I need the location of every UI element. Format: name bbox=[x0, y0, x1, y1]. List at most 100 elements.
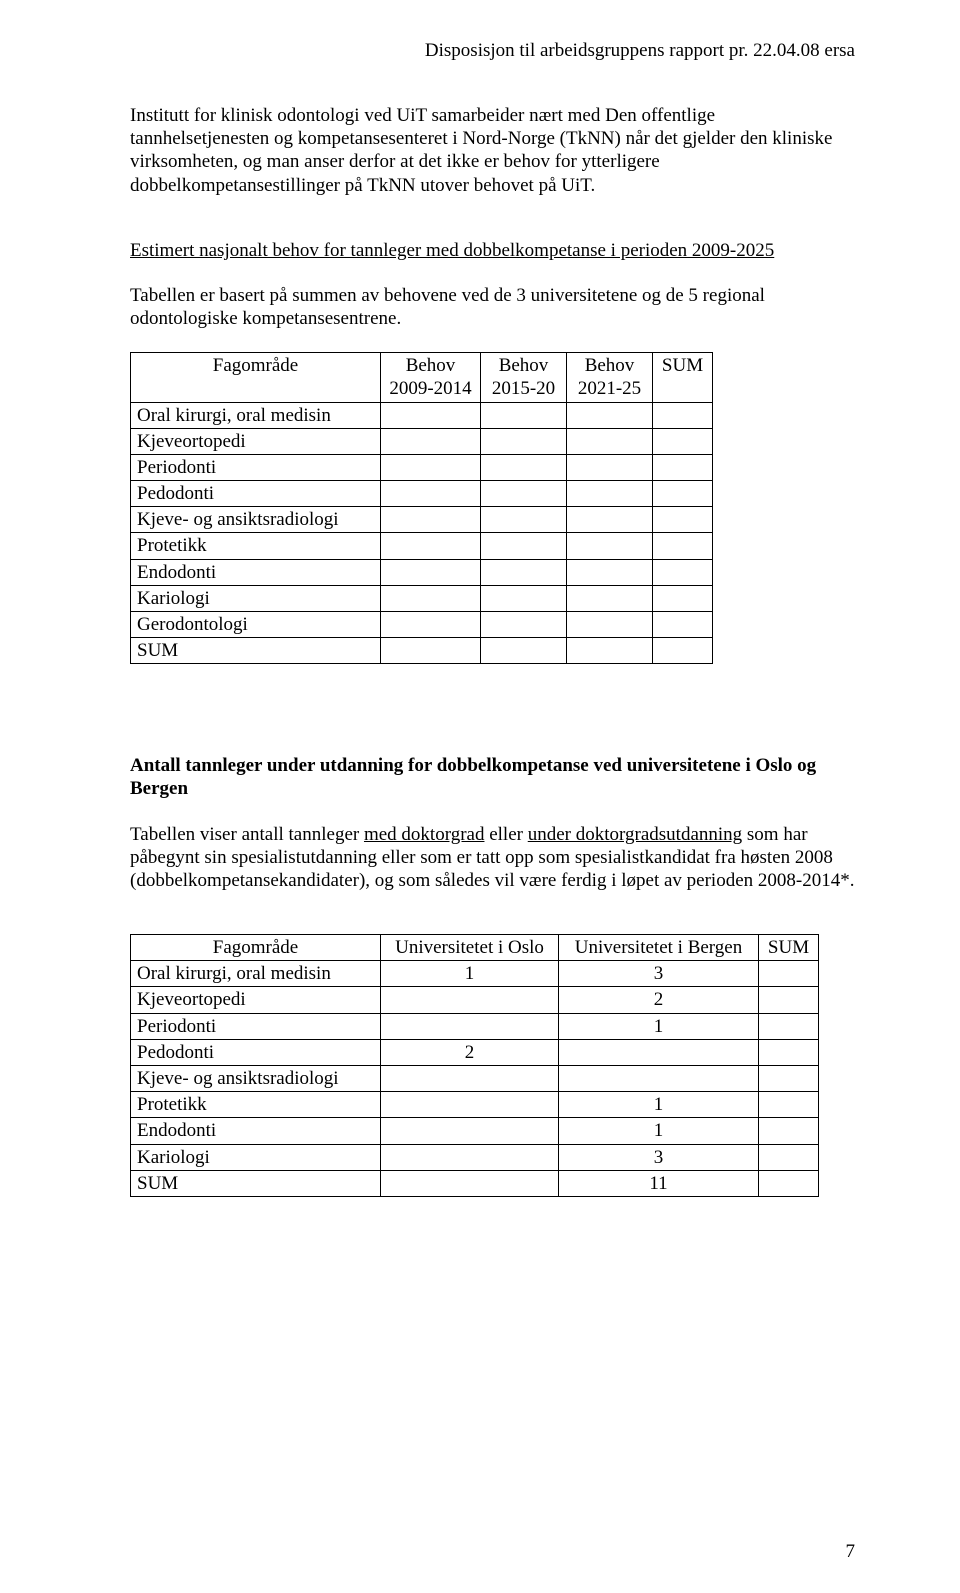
col-header-sum: SUM bbox=[653, 353, 713, 402]
cell-sum bbox=[759, 987, 819, 1013]
table-row: Kjeveortopedi bbox=[131, 428, 713, 454]
table-row: Fagområde Behov2009-2014 Behov2015-20 Be… bbox=[131, 353, 713, 402]
cell bbox=[653, 585, 713, 611]
cell-label: Periodonti bbox=[131, 454, 381, 480]
table-row: SUM 11 bbox=[131, 1170, 819, 1196]
cell-sum bbox=[759, 1065, 819, 1091]
p3-run-d: under doktorgradsutdanning bbox=[528, 824, 742, 845]
col-header-behov-2021: Behov2021-25 bbox=[567, 353, 653, 402]
cell-label: Kjeveortopedi bbox=[131, 428, 381, 454]
cell bbox=[567, 428, 653, 454]
cell-label: SUM bbox=[131, 1170, 381, 1196]
p3-run-c: eller bbox=[484, 824, 527, 845]
cell bbox=[481, 402, 567, 428]
cell bbox=[381, 402, 481, 428]
paragraph-intro: Institutt for klinisk odontologi ved UiT… bbox=[130, 104, 855, 197]
cell bbox=[381, 559, 481, 585]
cell-bergen bbox=[559, 1039, 759, 1065]
cell-oslo bbox=[381, 1065, 559, 1091]
cell-label: Pedodonti bbox=[131, 1039, 381, 1065]
cell-label: Endodonti bbox=[131, 559, 381, 585]
cell bbox=[481, 638, 567, 664]
table-row: Oral kirurgi, oral medisin bbox=[131, 402, 713, 428]
table-under-education: Fagområde Universitetet i Oslo Universit… bbox=[130, 934, 819, 1197]
cell-sum bbox=[759, 1118, 819, 1144]
table-row: Protetikk 1 bbox=[131, 1092, 819, 1118]
col-header-behov-2015: Behov2015-20 bbox=[481, 353, 567, 402]
cell bbox=[381, 638, 481, 664]
cell bbox=[481, 611, 567, 637]
cell-bergen: 1 bbox=[559, 1118, 759, 1144]
cell bbox=[481, 585, 567, 611]
cell bbox=[567, 585, 653, 611]
table-row: Kariologi bbox=[131, 585, 713, 611]
cell-bergen: 1 bbox=[559, 1092, 759, 1118]
cell-sum bbox=[759, 1170, 819, 1196]
cell bbox=[481, 481, 567, 507]
cell bbox=[653, 507, 713, 533]
cell bbox=[567, 481, 653, 507]
cell bbox=[381, 611, 481, 637]
cell bbox=[381, 454, 481, 480]
cell bbox=[653, 611, 713, 637]
cell-label: Kariologi bbox=[131, 585, 381, 611]
cell-label: SUM bbox=[131, 638, 381, 664]
table-row: Pedodonti bbox=[131, 481, 713, 507]
table-row: Kjeveortopedi 2 bbox=[131, 987, 819, 1013]
cell bbox=[567, 533, 653, 559]
cell bbox=[653, 428, 713, 454]
table-row: Periodonti1 bbox=[131, 1013, 819, 1039]
cell bbox=[481, 454, 567, 480]
paragraph-table2-desc: Tabellen viser antall tannleger med dokt… bbox=[130, 823, 855, 893]
cell bbox=[653, 533, 713, 559]
cell-label: Kjeve- og ansiktsradiologi bbox=[131, 507, 381, 533]
cell bbox=[653, 481, 713, 507]
table-estimated-need: Fagområde Behov2009-2014 Behov2015-20 Be… bbox=[130, 352, 713, 664]
cell bbox=[381, 481, 481, 507]
cell-sum bbox=[759, 1013, 819, 1039]
cell bbox=[481, 507, 567, 533]
cell-sum bbox=[759, 961, 819, 987]
col-header-bergen: Universitetet i Bergen bbox=[559, 935, 759, 961]
col-header-oslo: Universitetet i Oslo bbox=[381, 935, 559, 961]
cell bbox=[567, 507, 653, 533]
cell bbox=[567, 454, 653, 480]
cell bbox=[481, 428, 567, 454]
table-row: Pedodonti2 bbox=[131, 1039, 819, 1065]
cell bbox=[481, 533, 567, 559]
table-row: Endodonti bbox=[131, 559, 713, 585]
cell bbox=[653, 638, 713, 664]
cell bbox=[481, 559, 567, 585]
cell bbox=[653, 454, 713, 480]
cell-bergen: 11 bbox=[559, 1170, 759, 1196]
cell-oslo bbox=[381, 1144, 559, 1170]
col-header-sum: SUM bbox=[759, 935, 819, 961]
cell-bergen bbox=[559, 1065, 759, 1091]
table-row: Oral kirurgi, oral medisin13 bbox=[131, 961, 819, 987]
p3-run-a: Tabellen viser antall tannleger bbox=[130, 824, 364, 845]
section-heading-2: Antall tannleger under utdanning for dob… bbox=[130, 754, 855, 800]
cell-sum bbox=[759, 1144, 819, 1170]
cell bbox=[381, 533, 481, 559]
p3-run-b: med doktorgrad bbox=[364, 824, 485, 845]
cell-label: Pedodonti bbox=[131, 481, 381, 507]
cell-label: Protetikk bbox=[131, 1092, 381, 1118]
cell-sum bbox=[759, 1039, 819, 1065]
table-row: Kariologi3 bbox=[131, 1144, 819, 1170]
document-page: Disposisjon til arbeidsgruppens rapport … bbox=[0, 0, 960, 1593]
cell-label: Protetikk bbox=[131, 533, 381, 559]
table-row: Endodonti 1 bbox=[131, 1118, 819, 1144]
cell-label: Oral kirurgi, oral medisin bbox=[131, 961, 381, 987]
table-row: SUM bbox=[131, 638, 713, 664]
cell-oslo: 1 bbox=[381, 961, 559, 987]
cell-oslo: 2 bbox=[381, 1039, 559, 1065]
cell-label: Oral kirurgi, oral medisin bbox=[131, 402, 381, 428]
cell bbox=[653, 402, 713, 428]
table-row: Fagområde Universitetet i Oslo Universit… bbox=[131, 935, 819, 961]
cell-label: Endodonti bbox=[131, 1118, 381, 1144]
section-heading-1: Estimert nasjonalt behov for tannleger m… bbox=[130, 239, 855, 262]
cell bbox=[567, 638, 653, 664]
cell-bergen: 2 bbox=[559, 987, 759, 1013]
cell-label: Kjeveortopedi bbox=[131, 987, 381, 1013]
cell-oslo bbox=[381, 1170, 559, 1196]
